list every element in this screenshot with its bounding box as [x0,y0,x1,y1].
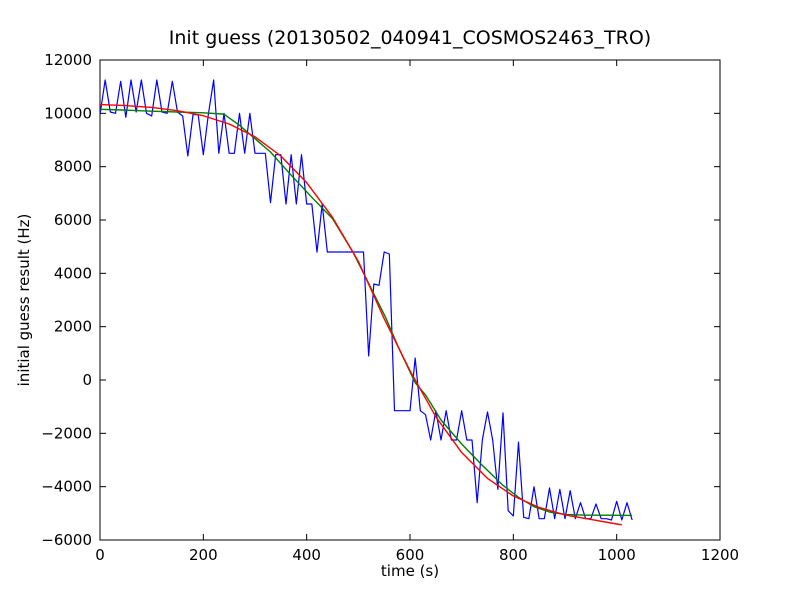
y-axis-label: initial guess result (Hz) [15,214,33,387]
x-tick-label: 0 [95,546,105,564]
x-tick-label: 800 [499,546,528,564]
plot-area: 0 200 400 600 800 1000 1200 −6000 −4000 −2000 0 200… [41,51,739,564]
x-tick-label: 1200 [701,546,739,564]
y-tick-label: 4000 [54,264,92,282]
series-red-fit-curve [99,103,622,526]
series-blue-noisy-data [99,79,633,521]
plot-frame [99,59,721,541]
series-green-smoothed-curve [99,108,633,517]
y-tick-label: −6000 [41,531,92,549]
x-tick-label: 1000 [598,546,636,564]
y-tick-label: 10000 [44,104,92,122]
chart-title: Init guess (20130502_040941_COSMOS2463_T… [169,27,651,49]
y-tick-label: −2000 [41,424,92,442]
x-axis-label: time (s) [381,562,439,580]
x-tick-label: 200 [189,546,218,564]
y-tick-label: 12000 [44,51,92,69]
x-tick-label: 600 [396,546,425,564]
x-tick-label: 400 [292,546,321,564]
y-tick-label: 0 [82,371,92,389]
y-tick-label: 6000 [54,211,92,229]
y-tick-label: −4000 [41,478,92,496]
y-tick-label: 8000 [54,158,92,176]
y-tick-label: 2000 [54,318,92,336]
